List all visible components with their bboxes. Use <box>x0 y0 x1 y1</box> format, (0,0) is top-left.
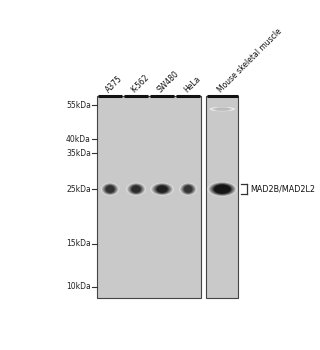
Ellipse shape <box>212 107 233 111</box>
Ellipse shape <box>132 186 140 193</box>
Ellipse shape <box>207 182 237 197</box>
Ellipse shape <box>103 184 117 194</box>
Ellipse shape <box>214 185 230 194</box>
Ellipse shape <box>129 184 143 194</box>
Ellipse shape <box>213 184 231 194</box>
Ellipse shape <box>102 184 118 195</box>
Ellipse shape <box>215 108 230 111</box>
Ellipse shape <box>182 184 194 194</box>
Text: 55kDa: 55kDa <box>66 101 91 110</box>
Ellipse shape <box>208 182 236 196</box>
Ellipse shape <box>131 185 142 193</box>
Ellipse shape <box>154 184 170 194</box>
Ellipse shape <box>127 183 145 195</box>
Ellipse shape <box>156 185 169 193</box>
Ellipse shape <box>180 183 196 195</box>
Ellipse shape <box>150 183 174 196</box>
Ellipse shape <box>105 185 116 193</box>
Text: K-562: K-562 <box>130 73 151 94</box>
Ellipse shape <box>102 183 118 195</box>
Ellipse shape <box>151 183 173 195</box>
Ellipse shape <box>153 184 171 194</box>
Text: A375: A375 <box>104 74 124 95</box>
Text: 35kDa: 35kDa <box>66 149 91 158</box>
Ellipse shape <box>126 183 146 196</box>
Ellipse shape <box>209 182 236 196</box>
Ellipse shape <box>153 184 172 195</box>
Ellipse shape <box>180 183 196 195</box>
Ellipse shape <box>152 183 172 195</box>
Ellipse shape <box>184 186 192 193</box>
Ellipse shape <box>155 184 170 194</box>
Ellipse shape <box>101 183 119 195</box>
Ellipse shape <box>106 186 114 193</box>
Ellipse shape <box>104 184 116 194</box>
Text: HeLa: HeLa <box>182 75 202 94</box>
Ellipse shape <box>210 183 235 196</box>
Text: 10kDa: 10kDa <box>66 282 91 291</box>
Ellipse shape <box>181 184 196 195</box>
Ellipse shape <box>181 184 195 194</box>
Ellipse shape <box>128 184 144 195</box>
Ellipse shape <box>179 183 197 196</box>
Ellipse shape <box>129 184 144 194</box>
Ellipse shape <box>214 107 231 111</box>
Ellipse shape <box>211 183 234 195</box>
Text: SW480: SW480 <box>156 69 181 94</box>
Text: MAD2B/MAD2L2: MAD2B/MAD2L2 <box>251 185 316 194</box>
Ellipse shape <box>101 183 119 196</box>
Text: 15kDa: 15kDa <box>66 239 91 248</box>
Ellipse shape <box>212 184 232 194</box>
Ellipse shape <box>127 183 145 195</box>
Ellipse shape <box>157 186 167 193</box>
Ellipse shape <box>211 107 234 111</box>
Ellipse shape <box>131 185 141 193</box>
Ellipse shape <box>212 184 233 195</box>
Ellipse shape <box>130 184 142 194</box>
Ellipse shape <box>105 185 115 193</box>
Text: 40kDa: 40kDa <box>66 134 91 144</box>
Ellipse shape <box>183 185 193 193</box>
Ellipse shape <box>182 184 194 194</box>
Ellipse shape <box>156 185 168 193</box>
Ellipse shape <box>210 183 234 195</box>
Ellipse shape <box>104 184 116 194</box>
Text: 25kDa: 25kDa <box>66 185 91 194</box>
Ellipse shape <box>184 185 193 193</box>
Ellipse shape <box>213 107 232 111</box>
Text: Mouse skeletal muscle: Mouse skeletal muscle <box>216 27 284 94</box>
Ellipse shape <box>210 107 235 111</box>
